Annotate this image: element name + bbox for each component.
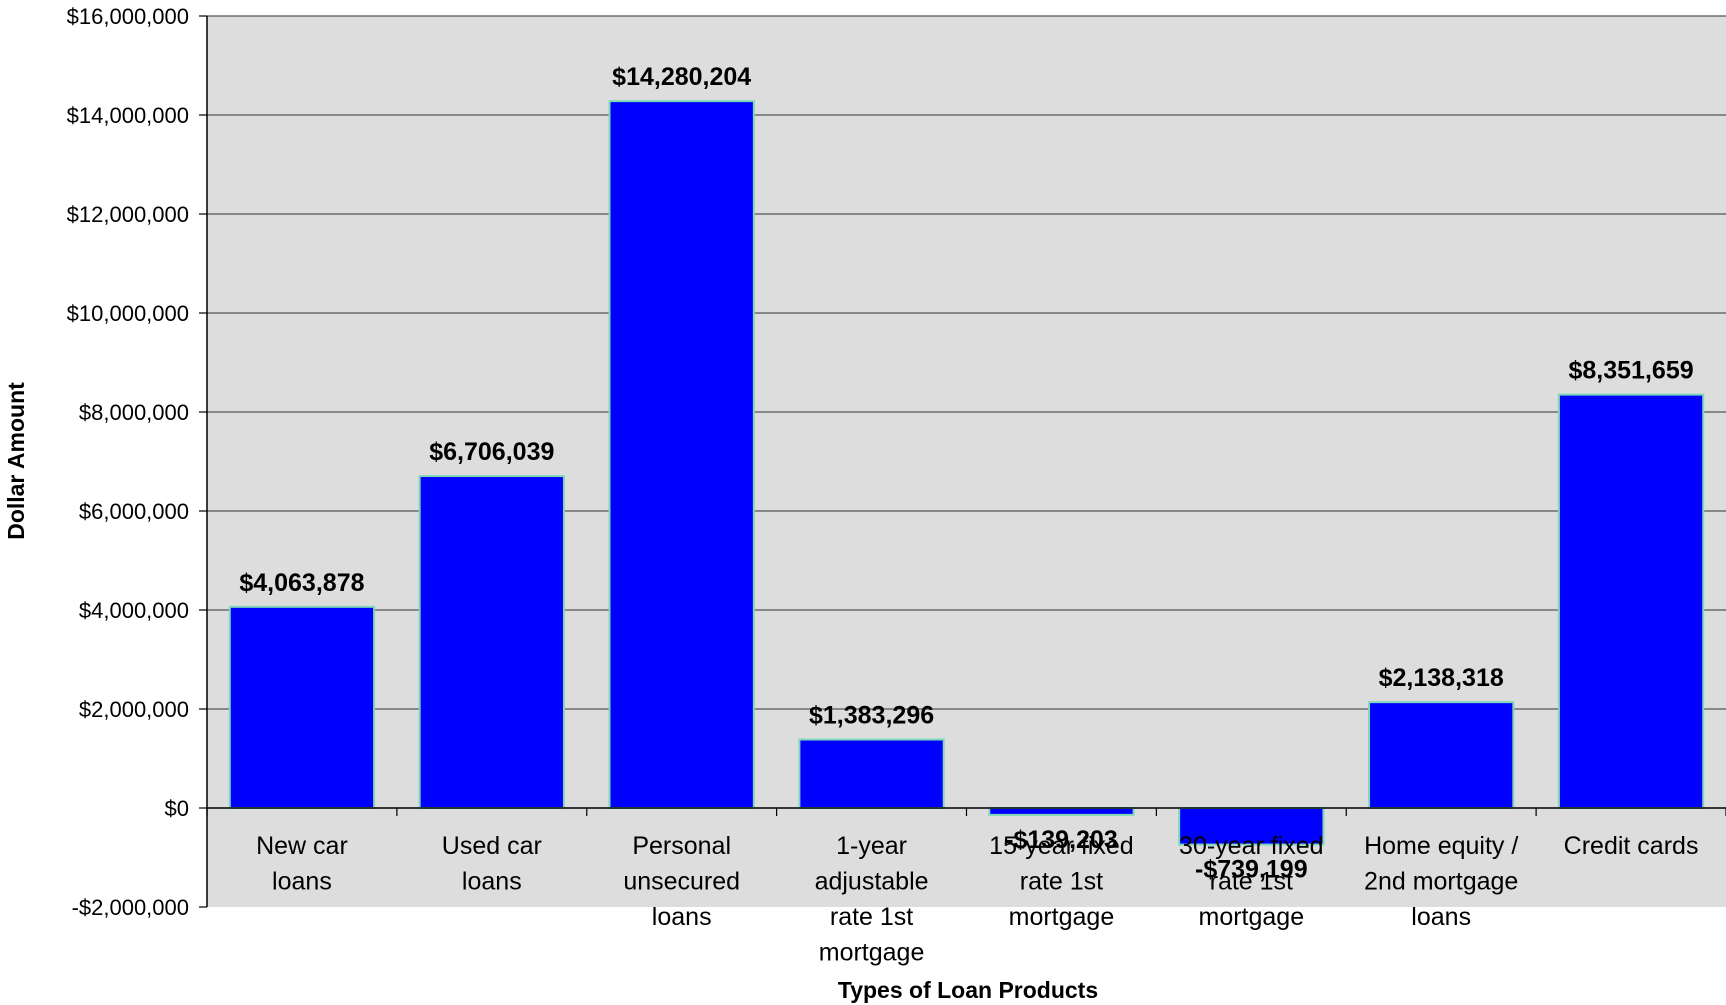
y-tick-label: $0: [165, 796, 189, 821]
y-tick-label: $2,000,000: [79, 697, 189, 722]
bar: [418, 475, 565, 809]
x-category-label: 15-year fixed rate 1st mortgage: [989, 832, 1134, 931]
bars: [228, 100, 1705, 846]
y-axis-title: Dollar Amount: [3, 382, 29, 540]
bar: [1557, 393, 1705, 809]
y-tick-label: -$2,000,000: [72, 895, 189, 920]
data-label: -$739,199: [1195, 856, 1308, 884]
data-label: $2,138,318: [1379, 664, 1504, 692]
x-axis-title: Types of Loan Products: [838, 977, 1098, 1003]
x-category-label: Credit cards: [1564, 832, 1699, 860]
data-label: $6,706,039: [429, 438, 554, 466]
bar: [988, 807, 1135, 816]
x-category-label: Personal unsecured loans: [623, 832, 740, 931]
x-category-label: Home equity /2nd mortgage loans: [1364, 832, 1518, 931]
y-tick-label: $4,000,000: [79, 598, 189, 623]
x-category-label: New car loans: [256, 832, 348, 896]
y-axis-ticks: -$2,000,000 $0 $2,000,000 $4,000,000 $6,000,…: [67, 4, 207, 920]
data-label: $1,383,296: [809, 702, 934, 730]
bar: [1178, 807, 1325, 846]
x-axis-categories: New car loans Used car loans Personal unsecur…: [256, 832, 1698, 967]
y-tick-label: $12,000,000: [67, 202, 189, 227]
data-label: -$139,203: [1005, 826, 1118, 854]
data-label: $8,351,659: [1569, 357, 1694, 385]
data-labels: $4,063,878 $6,706,039 $14,280,204 $1,383,29…: [239, 63, 1693, 883]
y-tick-label: $10,000,000: [67, 301, 189, 326]
y-tick-label: $6,000,000: [79, 499, 189, 524]
bar: [228, 605, 376, 809]
axes: [206, 16, 1726, 907]
x-category-label: Used car loans: [442, 832, 542, 896]
data-label: $14,280,204: [612, 63, 751, 91]
bar: [1368, 701, 1515, 809]
bar: [608, 100, 755, 810]
bar: [798, 738, 945, 810]
y-tick-label: $8,000,000: [79, 400, 189, 425]
y-tick-label: $14,000,000: [67, 103, 189, 128]
x-category-label: 1-year adjustable rate 1st mortgage: [815, 832, 929, 967]
y-tick-label: $16,000,000: [67, 4, 189, 29]
x-category-label: 30-year fixed rate 1st mortgage: [1179, 832, 1324, 931]
data-label: $4,063,878: [239, 569, 364, 597]
